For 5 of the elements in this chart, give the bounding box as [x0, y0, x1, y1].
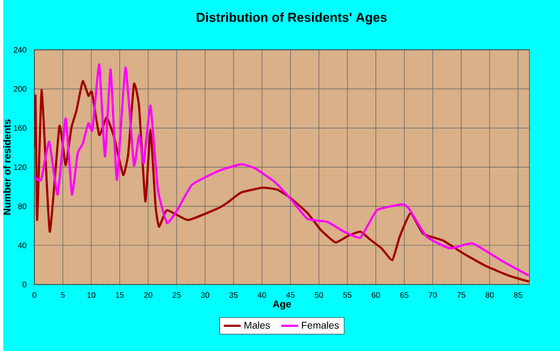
y-axis-title: Number of residents: [3, 119, 11, 215]
chart-title: Distribution of Residents' Ages: [196, 12, 387, 25]
legend-label: Males: [244, 322, 270, 329]
legend-label: Females: [302, 322, 339, 329]
x-axis-title: Age: [272, 300, 291, 310]
